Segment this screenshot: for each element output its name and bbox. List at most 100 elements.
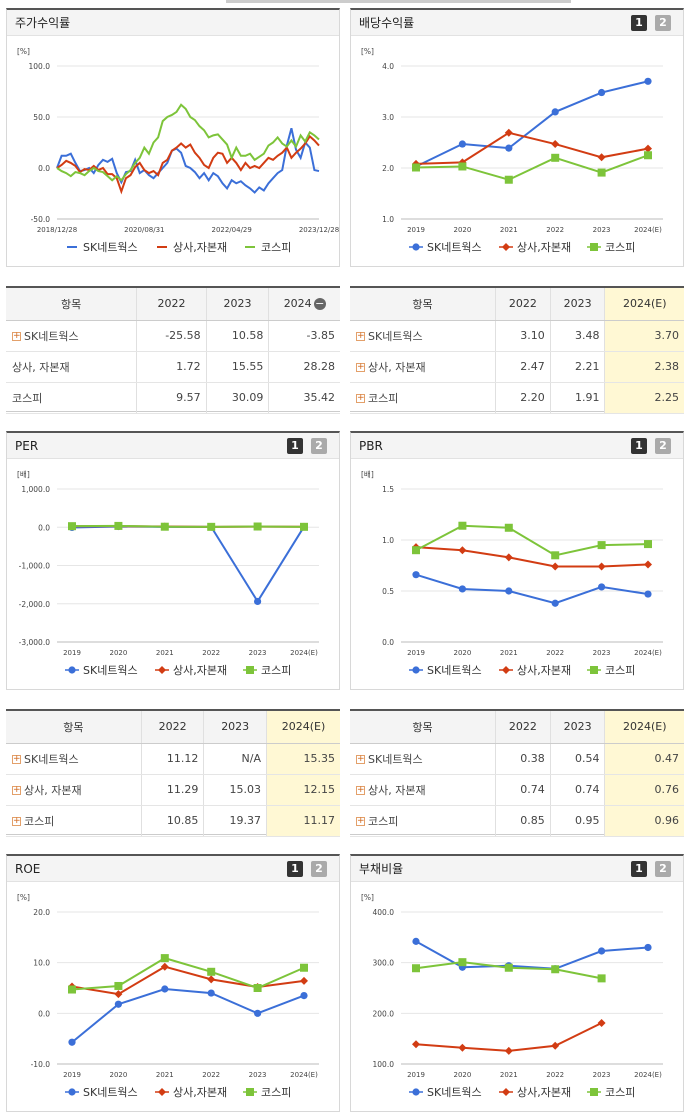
view-1-button[interactable]: 1 [631, 15, 647, 31]
row-name-cell[interactable]: + 코스피 [6, 805, 142, 837]
row-name-cell[interactable]: + 상사, 자본재 [6, 774, 142, 806]
view-1-button[interactable]: 1 [287, 438, 303, 454]
row-name-cell[interactable]: + SK네트웍스 [350, 320, 496, 352]
series-line [415, 80, 649, 168]
y-tick-label: -2,000.0 [19, 600, 51, 609]
data-point [504, 963, 513, 972]
x-tick-label: 2021 [156, 649, 174, 657]
x-tick-label: 2022 [202, 1071, 220, 1079]
value-cell: 1.72 [136, 351, 207, 383]
series-line [415, 154, 649, 181]
expand-icon[interactable]: + [12, 785, 21, 795]
row-name-cell[interactable]: + 상사, 자본재 [350, 774, 496, 806]
table-row: + 코스피 10.85 19.37 11.17 [6, 805, 340, 837]
row-name-cell[interactable]: + SK네트웍스 [350, 743, 496, 775]
y-tick-label: -10.0 [31, 1060, 51, 1069]
x-tick-label: 2024(E) [634, 649, 662, 657]
row-name: SK네트웍스 [24, 752, 79, 766]
data-point [412, 546, 420, 555]
series-line-2 [56, 103, 320, 182]
data-point [300, 992, 308, 1000]
view-1-button[interactable]: 1 [287, 861, 303, 877]
series-line [415, 546, 649, 568]
view-2-button[interactable]: 2 [311, 438, 327, 454]
x-tick-label: 2019 [63, 1071, 81, 1079]
value-cell: 2.38 [604, 351, 684, 383]
row-name-cell[interactable]: + 상사, 자본재 [350, 351, 496, 383]
expand-icon[interactable]: + [12, 331, 21, 341]
view-1-button[interactable]: 1 [631, 438, 647, 454]
data-point [254, 597, 262, 606]
row-name-cell: 상사, 자본재 [6, 351, 137, 383]
column-header: 2023 [203, 711, 267, 744]
panel-title: 부채비율 [351, 856, 683, 882]
series-1 [412, 543, 652, 571]
value-cell: 0.38 [495, 743, 551, 775]
expand-icon[interactable]: + [356, 754, 365, 764]
expand-icon[interactable]: + [356, 331, 365, 341]
data-point [207, 975, 216, 984]
table-stock-return: 항목 2022 2023 2024− + SK네트웍스 -25.58 10.58 -3.85 상사… [6, 286, 340, 414]
value-cell: 15.03 [203, 774, 267, 806]
data-point [161, 985, 169, 993]
x-tick-label: 2021 [500, 226, 518, 234]
value-cell: 11.12 [140, 743, 204, 775]
expand-icon[interactable]: + [356, 393, 365, 403]
data-point [644, 943, 652, 952]
view-2-button[interactable]: 2 [311, 861, 327, 877]
expand-icon[interactable]: + [356, 816, 365, 826]
series-line [415, 1022, 603, 1052]
data-point [254, 1009, 262, 1017]
data-point [68, 522, 76, 531]
data-point [504, 175, 513, 184]
table-row: 코스피 9.57 30.09 35.42 [6, 382, 340, 414]
view-2-button[interactable]: 2 [655, 861, 671, 877]
chart-debt-ratio: [%] 400.0 300.0 200.0 100.0 2019 2020 2021 2022 2… [361, 893, 663, 1099]
y-tick-label: 200.0 [373, 1009, 395, 1018]
row-name-cell[interactable]: + SK네트웍스 [6, 320, 137, 352]
view-2-button[interactable]: 2 [655, 438, 671, 454]
x-tick-label: 2022/04/29 [211, 226, 251, 234]
expand-icon[interactable]: + [12, 816, 21, 826]
value-cell: 10.85 [140, 805, 204, 837]
value-cell: 0.47 [604, 743, 684, 775]
data-point [300, 976, 308, 985]
expand-icon[interactable]: + [12, 754, 21, 764]
data-point [458, 162, 467, 171]
column-header: 항목 [6, 288, 137, 321]
data-point [597, 1018, 606, 1027]
x-tick-label: 2020 [109, 649, 127, 657]
row-name-cell[interactable]: + 코스피 [350, 382, 496, 414]
data-point [505, 144, 513, 152]
data-table: 항목 2022 2023 2024(E) + SK네트웍스 3.10 3.48 3.70 + 상사,… [350, 288, 684, 414]
x-tick-label: 2020 [453, 649, 471, 657]
row-name-cell[interactable]: + SK네트웍스 [6, 743, 142, 775]
row-name: 코스피 [368, 814, 399, 828]
value-cell: -3.85 [268, 320, 340, 352]
data-point [551, 551, 560, 560]
view-2-button[interactable]: 2 [655, 15, 671, 31]
column-header: 2023 [549, 288, 605, 321]
chart-roe: [%]20.0 10.0 0.0 -10.0 2019 2020 2021 2022 2023 2… [17, 893, 319, 1099]
x-tick-label: 2022 [202, 649, 220, 657]
row-name-cell[interactable]: + 코스피 [350, 805, 496, 837]
view-1-button[interactable]: 1 [631, 861, 647, 877]
x-tick-label: 2023 [593, 1071, 611, 1079]
table-row: 상사, 자본재 1.72 15.55 28.28 [6, 351, 340, 383]
table-row: + 코스피 2.20 1.91 2.25 [350, 382, 684, 414]
value-cell: 15.55 [205, 351, 269, 383]
panel-roe: ROE 1 2 [%] 20.0 10.0 0.0 -10.0 2019 2020 2021 2… [6, 854, 340, 1112]
expand-icon[interactable]: + [356, 785, 365, 795]
x-tick-label: 2023 [593, 649, 611, 657]
panel-title: 배당수익률 [351, 10, 683, 36]
panel-title: PBR [351, 433, 683, 459]
series-line [71, 965, 305, 996]
collapse-icon[interactable]: − [313, 297, 326, 311]
data-point [551, 153, 560, 162]
x-tick-label: 2019 [407, 1071, 425, 1079]
expand-icon[interactable]: + [356, 362, 365, 372]
panel-title: 주가수익률 [7, 10, 339, 36]
legend-marker-1 [502, 243, 510, 251]
row-name: 상사, 자본재 [24, 783, 82, 797]
column-header: 항목 [6, 711, 142, 744]
